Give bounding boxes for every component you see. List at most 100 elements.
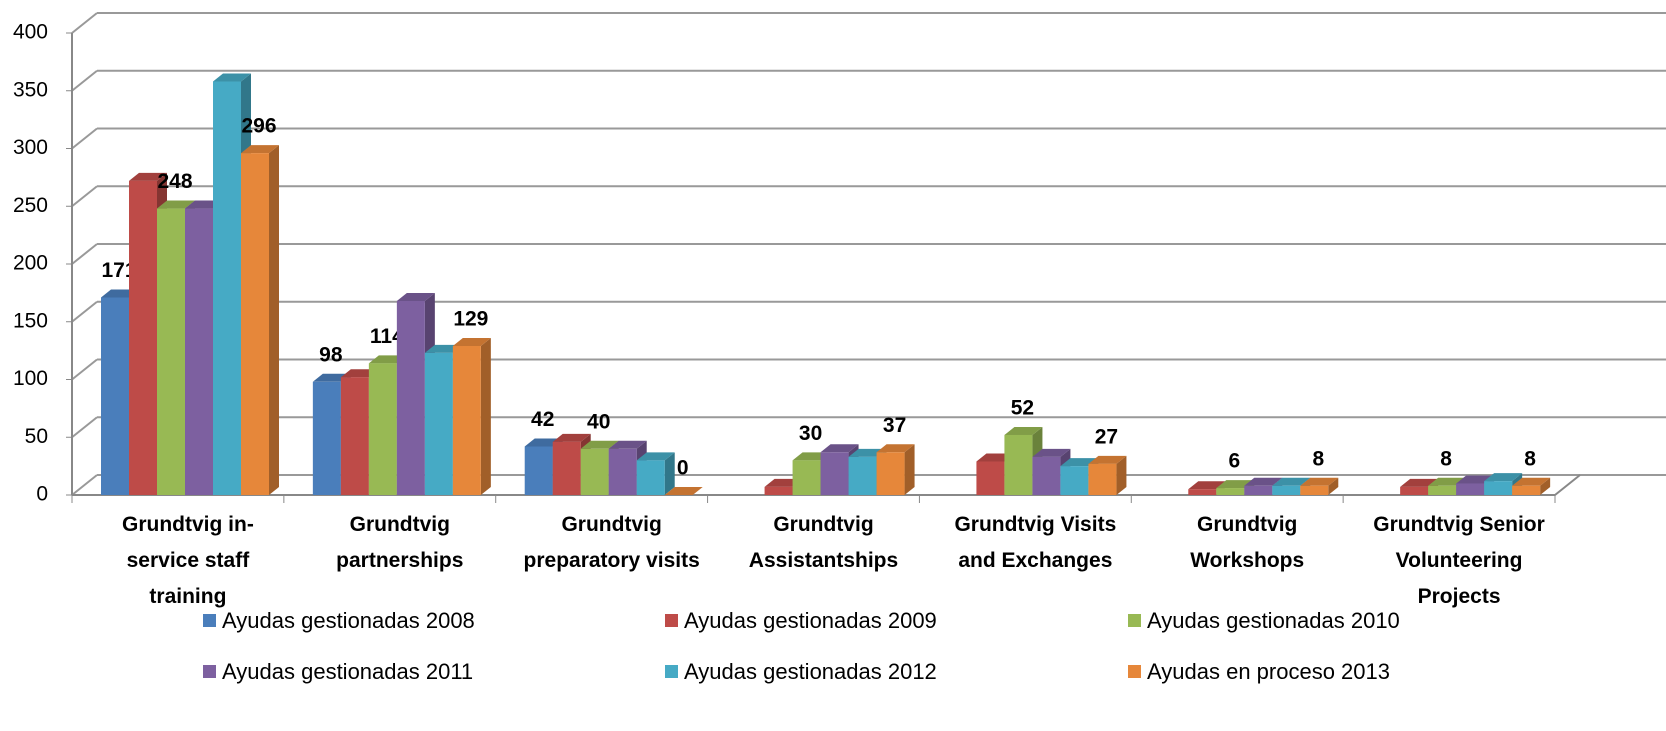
bar-top xyxy=(1244,477,1283,486)
bar xyxy=(1088,463,1117,495)
bar xyxy=(876,452,905,495)
bar-top xyxy=(1300,477,1339,486)
data-label: 40 xyxy=(587,410,610,433)
bar xyxy=(1188,489,1217,495)
bar xyxy=(1244,485,1273,495)
legend-entry: Ayudas gestionadas 2008 xyxy=(203,608,475,634)
bar-top xyxy=(876,444,915,453)
grid-line xyxy=(71,416,98,439)
bar-top xyxy=(129,172,167,181)
grid-line xyxy=(71,300,98,323)
bar-top xyxy=(1032,448,1071,457)
bar-top xyxy=(241,145,279,154)
bar-top xyxy=(1484,473,1523,482)
bar-top xyxy=(552,433,591,442)
legend-entry: Ayudas en proceso 2013 xyxy=(1128,659,1390,685)
bar xyxy=(424,352,453,495)
data-label: 8 xyxy=(1312,447,1324,470)
x-tick-label: Grundtvig Workshops xyxy=(1190,513,1305,572)
bar xyxy=(976,461,1005,495)
legend-entry: Ayudas gestionadas 2010 xyxy=(1128,608,1400,634)
bar-top xyxy=(396,292,435,301)
bar-side xyxy=(904,444,915,495)
data-label: 52 xyxy=(1011,396,1034,419)
bar-top xyxy=(1004,426,1043,435)
y-tick-label: 0 xyxy=(36,483,48,506)
bar xyxy=(636,460,665,495)
bar xyxy=(764,486,793,495)
y-tick-label: 150 xyxy=(13,309,48,332)
x-tick-label: Grundtvig Senior Volunteering Projects xyxy=(1373,513,1545,608)
bar xyxy=(368,363,397,495)
bar xyxy=(1512,485,1541,495)
y-tick-label: 50 xyxy=(25,425,48,448)
bar xyxy=(552,441,581,495)
bar xyxy=(129,180,157,495)
grid-line xyxy=(71,474,98,496)
legend-swatch xyxy=(203,614,216,627)
bar xyxy=(848,456,877,495)
bar xyxy=(1060,466,1089,495)
bar xyxy=(101,297,129,495)
legend-swatch xyxy=(665,614,678,627)
bar xyxy=(524,446,553,495)
bar xyxy=(820,452,849,495)
y-tick-label: 300 xyxy=(13,136,48,159)
legend-swatch xyxy=(1128,614,1141,627)
bar xyxy=(1456,483,1485,495)
bar-top xyxy=(213,73,251,82)
legend-swatch xyxy=(1128,665,1141,678)
bar-top xyxy=(452,338,491,347)
data-label: 37 xyxy=(883,414,906,437)
bar-side xyxy=(269,145,279,495)
bar xyxy=(580,448,609,495)
bar xyxy=(241,153,269,495)
legend-entry: Ayudas gestionadas 2011 xyxy=(203,659,473,685)
bar-top xyxy=(157,200,195,209)
x-tick-label: Grundtvig in-service staff training xyxy=(122,513,254,608)
legend-label: Ayudas gestionadas 2009 xyxy=(684,608,937,633)
legend-swatch xyxy=(665,665,678,678)
data-label: 27 xyxy=(1095,425,1118,448)
data-label: 0 xyxy=(677,457,689,480)
bar xyxy=(1428,485,1457,495)
bar xyxy=(1484,481,1513,495)
bar xyxy=(340,377,369,495)
grid-line xyxy=(71,69,98,92)
y-tick-label: 100 xyxy=(13,367,48,390)
data-label: 171 xyxy=(101,259,136,282)
data-label: 114 xyxy=(370,325,404,348)
bar xyxy=(1400,486,1429,495)
legend-label: Ayudas gestionadas 2012 xyxy=(684,659,937,684)
bar xyxy=(1272,485,1301,495)
bar xyxy=(1216,488,1245,495)
bar-top xyxy=(1188,481,1227,490)
data-label: 6 xyxy=(1228,450,1240,473)
bar-top xyxy=(1400,478,1439,487)
data-label: 248 xyxy=(157,170,192,193)
y-tick-label: 350 xyxy=(13,78,48,101)
bar-top xyxy=(580,440,619,449)
grid-line xyxy=(71,185,98,208)
data-label: 98 xyxy=(319,343,343,366)
y-tick-label: 200 xyxy=(13,252,48,275)
bar xyxy=(396,300,425,495)
floor-edge xyxy=(1554,474,1581,496)
bar xyxy=(213,81,241,495)
data-label: 8 xyxy=(1524,447,1536,470)
bar-top xyxy=(608,440,647,449)
bar xyxy=(608,448,637,495)
grid-line xyxy=(71,12,98,34)
bar xyxy=(1032,456,1061,495)
legend-label: Ayudas gestionadas 2011 xyxy=(222,659,474,684)
bar-side xyxy=(664,452,675,495)
bar-side xyxy=(1116,455,1127,495)
legend-entry: Ayudas gestionadas 2009 xyxy=(665,608,937,634)
data-label: 129 xyxy=(453,308,488,331)
bar xyxy=(157,208,185,495)
bar-top xyxy=(636,452,675,461)
data-label: 8 xyxy=(1440,447,1452,470)
bar-top xyxy=(820,444,859,453)
